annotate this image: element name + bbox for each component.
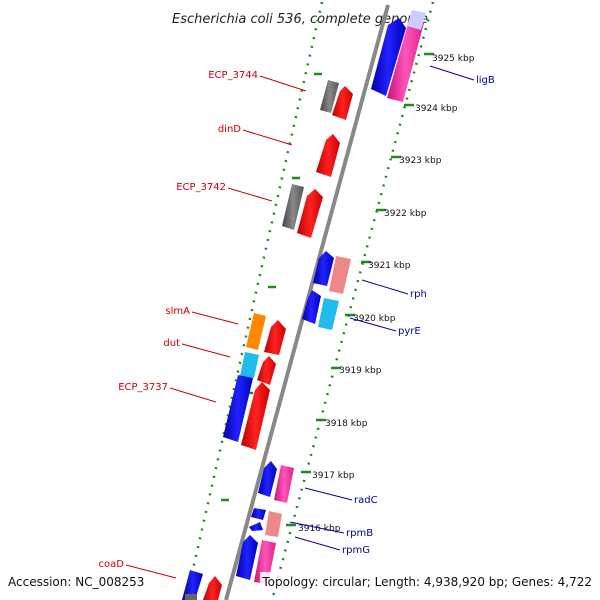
label-rpmB[interactable]: rpmB [346, 528, 373, 539]
label-ECP_3742[interactable]: ECP_3742 [176, 182, 226, 193]
label-rpmG[interactable]: rpmG [342, 545, 370, 556]
gene-slmA-orange[interactable] [246, 313, 266, 350]
left-leaders [125, 75, 307, 579]
kbp-label: 3917 kbp [312, 471, 355, 481]
label-pyrE[interactable]: pyrE [398, 326, 421, 337]
gene-coaD-blue[interactable] [182, 570, 203, 600]
gene-radC-pink[interactable] [274, 465, 294, 503]
label-ECP_3737[interactable]: ECP_3737 [118, 382, 168, 393]
gene-ECP_3737-red[interactable] [241, 382, 270, 450]
gene-dut-cyan[interactable] [240, 352, 259, 378]
gene-rpmB-blue-small[interactable] [249, 522, 263, 531]
map-title: Escherichia coli 536, complete genome [172, 12, 428, 27]
gene-pyrE-blue[interactable] [302, 290, 321, 324]
gene-ligB-blue[interactable] [371, 18, 406, 96]
gene-rph-blue[interactable] [313, 251, 334, 286]
label-dut[interactable]: dut [163, 338, 180, 349]
kbp-label: 3918 kbp [325, 419, 368, 429]
right-leaders [289, 65, 475, 551]
footer-accession-bg [6, 572, 146, 590]
gene-pyrE-cyan[interactable] [318, 298, 339, 330]
kbp-label: 3923 kbp [399, 156, 442, 166]
gene-coaD-gray [185, 594, 197, 600]
kbp-label: 3922 kbp [384, 209, 427, 219]
label-radC[interactable]: radC [354, 495, 378, 506]
kbp-label: 3924 kbp [415, 104, 458, 114]
gene-ECP_3737-blue[interactable] [223, 375, 253, 442]
gene-ligB-pink[interactable] [387, 20, 424, 102]
gene-rpmB-salmon[interactable] [265, 511, 282, 537]
kbp-label: 3919 kbp [339, 366, 382, 376]
gene-dinD[interactable] [316, 134, 340, 177]
gene-rpmG-blue[interactable] [236, 535, 258, 580]
gene-ECP_3744-red[interactable] [332, 86, 353, 120]
label-ECP_3744[interactable]: ECP_3744 [208, 70, 258, 81]
footer-accession: Accession: NC_008253 [8, 575, 144, 589]
gene-dut-red[interactable] [257, 356, 276, 385]
outer-tick-ring [270, 1, 435, 600]
gene-slmA-red[interactable] [264, 320, 286, 355]
kbp-label: 3920 kbp [353, 314, 396, 324]
gene-rph-salmon[interactable] [329, 256, 351, 294]
gene-ECP_3744-gray[interactable] [320, 80, 339, 113]
footer-topology: Topology: circular; Length: 4,938,920 bp… [261, 575, 592, 589]
label-slmA[interactable]: slmA [165, 306, 190, 317]
kbp-label: 3921 kbp [368, 261, 411, 271]
kbp-label: 3916 kbp [298, 524, 341, 534]
gene-coaD-red[interactable] [203, 576, 222, 600]
gene-ECP_3742-red[interactable] [297, 189, 323, 238]
label-coaD[interactable]: coaD [99, 559, 125, 570]
label-rph[interactable]: rph [410, 289, 427, 300]
gene-radC-blue[interactable] [258, 461, 277, 497]
label-dinD[interactable]: dinD [218, 124, 241, 135]
kbp-label: 3925 kbp [432, 54, 475, 64]
inner-tick-ring [184, 1, 324, 600]
gene-ligB-lavender[interactable] [407, 10, 426, 30]
gene-rpmB-blue[interactable] [251, 508, 266, 520]
label-ligB[interactable]: ligB [476, 75, 495, 86]
gene-ECP_3742-gray[interactable] [282, 184, 304, 230]
gene-rpmG-pink[interactable] [254, 540, 276, 584]
kbp-tick-marks [286, 52, 434, 527]
footer-topology-bg [260, 572, 594, 590]
